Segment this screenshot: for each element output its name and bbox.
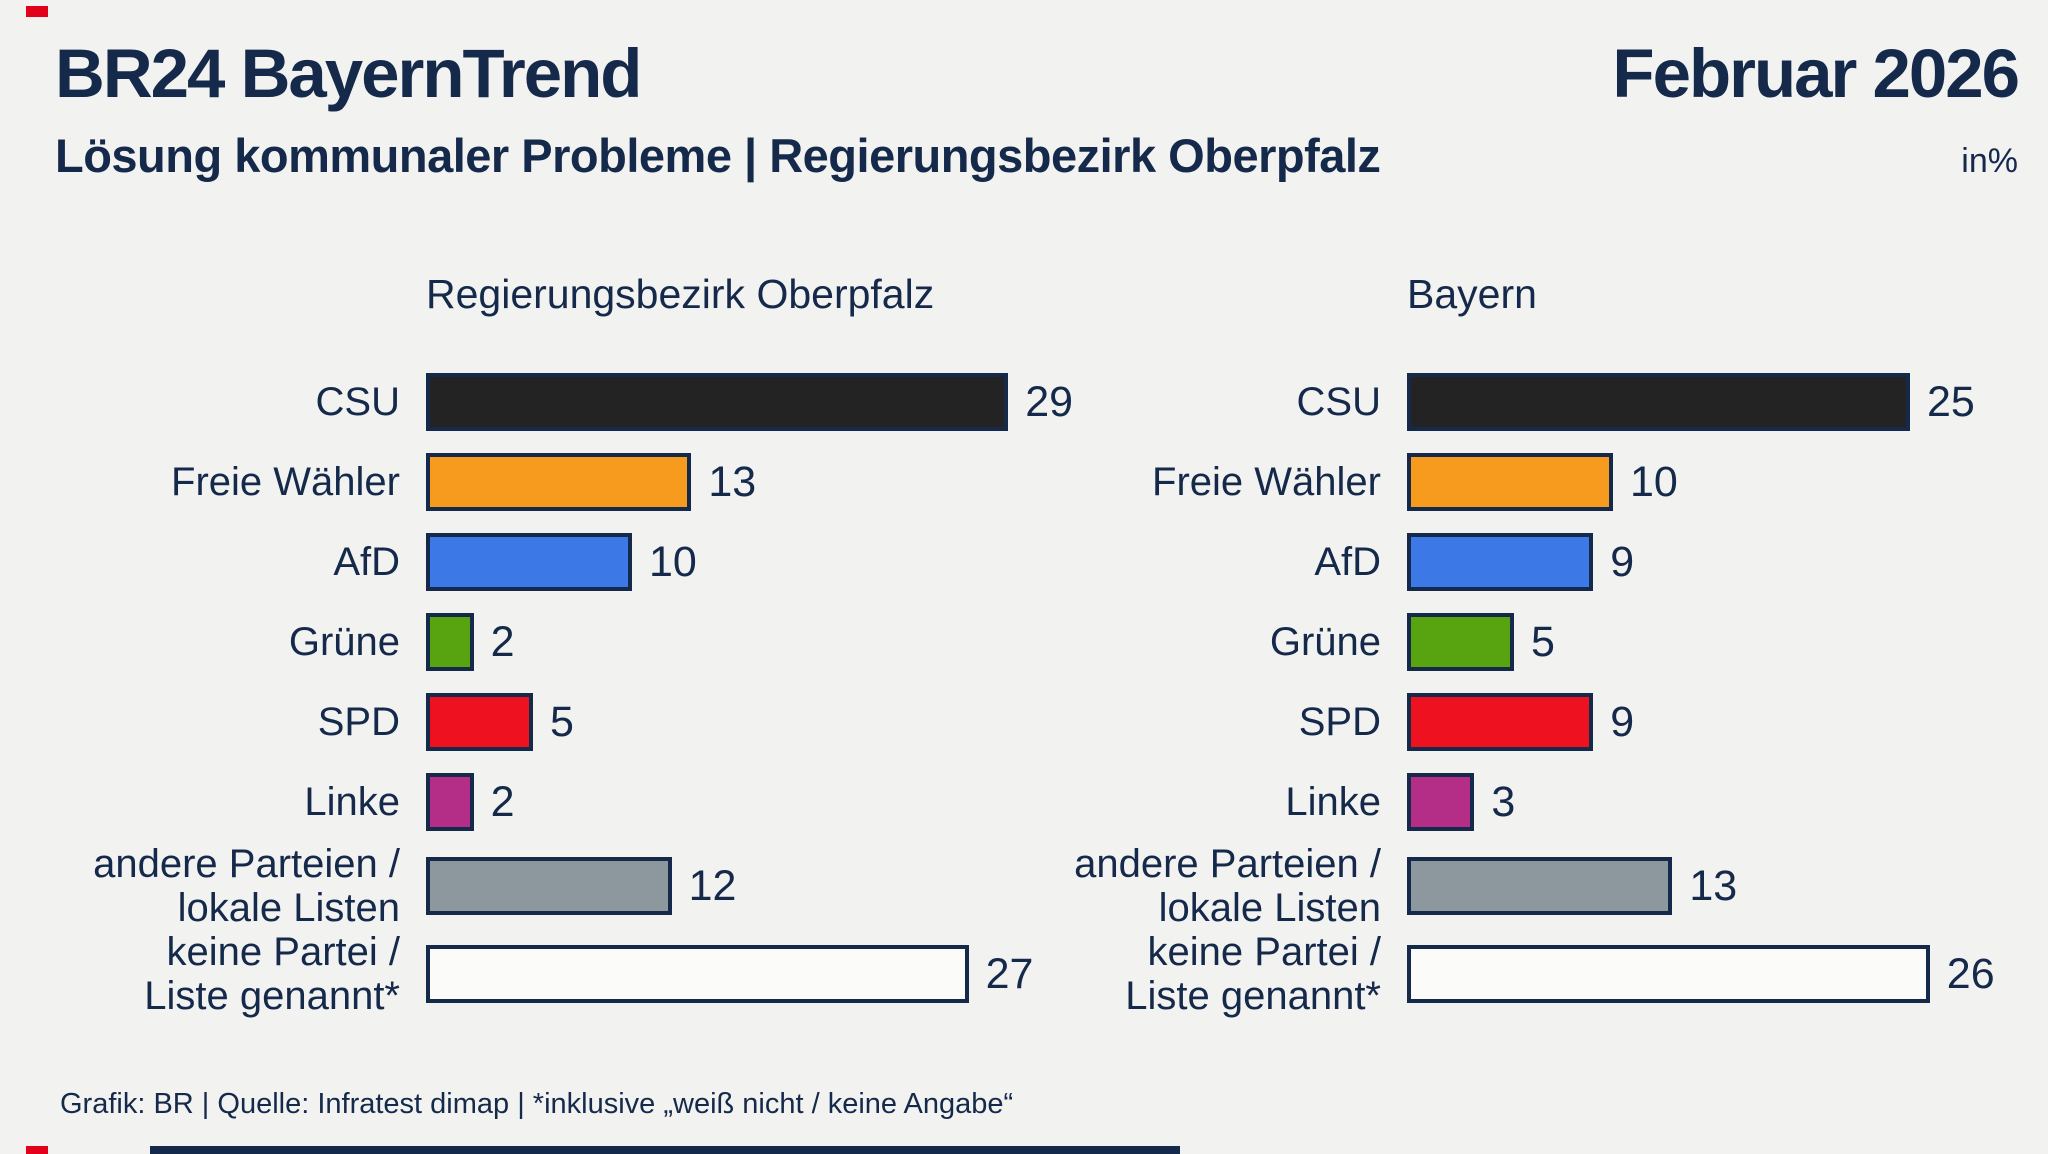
source-credit: Grafik: BR | Quelle: Infratest dimap | *… xyxy=(60,1088,1014,1120)
bar xyxy=(1407,773,1475,831)
bar-label: AfD xyxy=(333,540,400,584)
bar-value: 10 xyxy=(1630,457,1678,506)
bar-value: 2 xyxy=(490,617,515,666)
bar-label: CSU xyxy=(315,380,400,424)
subtitle-row: Lösung kommunaler Probleme | Regierungsb… xyxy=(55,130,2018,182)
bar-wrap: 3 xyxy=(1407,773,2011,831)
bar-value: 10 xyxy=(649,537,697,586)
bar-value: 13 xyxy=(708,457,757,506)
chart-oberpfalz: Regierungsbezirk Oberpfalz CSU 29 Freie … xyxy=(55,270,1073,1018)
bar-label: Linke xyxy=(1285,780,1381,824)
bar-row: Freie Wähler 13 xyxy=(55,442,1030,522)
bar-wrap: 2 xyxy=(426,773,1030,831)
bar-wrap: 26 xyxy=(1407,945,2011,1003)
bar xyxy=(1407,373,1910,431)
bar-label: Freie Wähler xyxy=(171,460,400,504)
bar-row: andere Parteien / lokale Listen 12 xyxy=(55,842,1030,930)
bar-rows-oberpfalz: CSU 29 Freie Wähler 13 AfD 10 Grüne xyxy=(55,362,1073,1018)
bar-wrap: 13 xyxy=(426,453,1030,511)
bar xyxy=(426,373,1009,431)
bar-row: keine Partei / Liste genannt* 27 xyxy=(55,930,1033,1018)
bar-label: SPD xyxy=(1298,700,1381,744)
bar xyxy=(1407,613,1514,671)
unit-label: in% xyxy=(1961,142,2018,181)
bar-wrap: 12 xyxy=(426,857,1030,915)
edition-date: Februar 2026 xyxy=(1612,35,2020,112)
bar-wrap: 10 xyxy=(426,533,1030,591)
page-title: BR24 BayernTrend xyxy=(55,35,642,112)
bar xyxy=(426,453,692,511)
bar xyxy=(1407,945,1930,1003)
bar-rows-bayern: CSU 25 Freie Wähler 10 AfD 9 Grüne xyxy=(1036,362,2011,1018)
bar-value: 25 xyxy=(1927,377,1975,426)
bar xyxy=(426,857,672,915)
bar-label: andere Parteien / lokale Listen xyxy=(1074,842,1381,930)
bar xyxy=(426,533,632,591)
bar-row: Linke 3 xyxy=(1036,762,2011,842)
bar-value: 9 xyxy=(1610,697,1635,746)
bar-row: Linke 2 xyxy=(55,762,1030,842)
bar-label: Linke xyxy=(304,780,400,824)
bar-row: andere Parteien / lokale Listen 13 xyxy=(1036,842,2011,930)
bar-row: Freie Wähler 10 xyxy=(1036,442,2011,522)
bar-label: Grüne xyxy=(1269,620,1381,664)
bar-row: keine Partei / Liste genannt* 26 xyxy=(1036,930,2011,1018)
bar-value: 5 xyxy=(1531,617,1555,666)
bar-label: keine Partei / Liste genannt* xyxy=(1125,930,1381,1018)
chart-title-oberpfalz: Regierungsbezirk Oberpfalz xyxy=(426,271,935,317)
bar-wrap: 5 xyxy=(1407,613,2011,671)
bar-wrap: 27 xyxy=(426,945,1033,1003)
chart-title-bayern: Bayern xyxy=(1407,271,1537,317)
bar-row: AfD 10 xyxy=(55,522,1030,602)
bar-wrap: 10 xyxy=(1407,453,2011,511)
bar-value: 9 xyxy=(1610,537,1635,586)
bar-wrap: 9 xyxy=(1407,693,2011,751)
bottom-rule-bar xyxy=(150,1146,1180,1154)
chart-subtitle: Lösung kommunaler Probleme | Regierungsb… xyxy=(55,129,1381,183)
bar-label: CSU xyxy=(1296,380,1381,424)
bar-label: keine Partei / Liste genannt* xyxy=(144,930,400,1018)
bar-value: 13 xyxy=(1689,861,1738,910)
header: BR24 BayernTrend Februar 2026 Lösung kom… xyxy=(55,35,2020,182)
bar-label: Freie Wähler xyxy=(1152,460,1381,504)
bar-wrap: 9 xyxy=(1407,533,2011,591)
bar-value: 12 xyxy=(688,861,737,910)
bar-value: 29 xyxy=(1025,377,1074,426)
bar-row: Grüne 2 xyxy=(55,602,1030,682)
bar-label: Grüne xyxy=(288,620,400,664)
bar-wrap: 29 xyxy=(426,373,1073,431)
bar-row: CSU 25 xyxy=(1036,362,2011,442)
bar-row: CSU 29 xyxy=(55,362,1073,442)
bar-value: 5 xyxy=(550,697,574,746)
bar xyxy=(426,693,533,751)
bar-row: SPD 5 xyxy=(55,682,1030,762)
bar-row: AfD 9 xyxy=(1036,522,2011,602)
bar-label: andere Parteien / lokale Listen xyxy=(93,842,400,930)
bar-label: SPD xyxy=(317,700,400,744)
bar-value: 3 xyxy=(1491,777,1516,826)
bar-row: SPD 9 xyxy=(1036,682,2011,762)
br-red-mark-bottom xyxy=(26,1146,48,1154)
bar-wrap: 25 xyxy=(1407,373,2011,431)
bar xyxy=(426,613,474,671)
bar xyxy=(426,773,474,831)
title-row: BR24 BayernTrend Februar 2026 xyxy=(55,35,2020,112)
br-red-mark-top xyxy=(26,6,48,17)
bar-wrap: 2 xyxy=(426,613,1030,671)
bar-label: AfD xyxy=(1314,540,1381,584)
bar xyxy=(426,945,969,1003)
bar-value: 2 xyxy=(490,777,515,826)
bar xyxy=(1407,453,1613,511)
bar-value: 26 xyxy=(1946,949,1995,998)
bar-wrap: 13 xyxy=(1407,857,2011,915)
bar xyxy=(1407,857,1673,915)
bar-row: Grüne 5 xyxy=(1036,602,2011,682)
bar-wrap: 5 xyxy=(426,693,1030,751)
bar-value: 27 xyxy=(985,949,1034,998)
bar xyxy=(1407,693,1594,751)
chart-bayern: Bayern CSU 25 Freie Wähler 10 AfD 9 xyxy=(1036,270,2011,1018)
bar xyxy=(1407,533,1594,591)
